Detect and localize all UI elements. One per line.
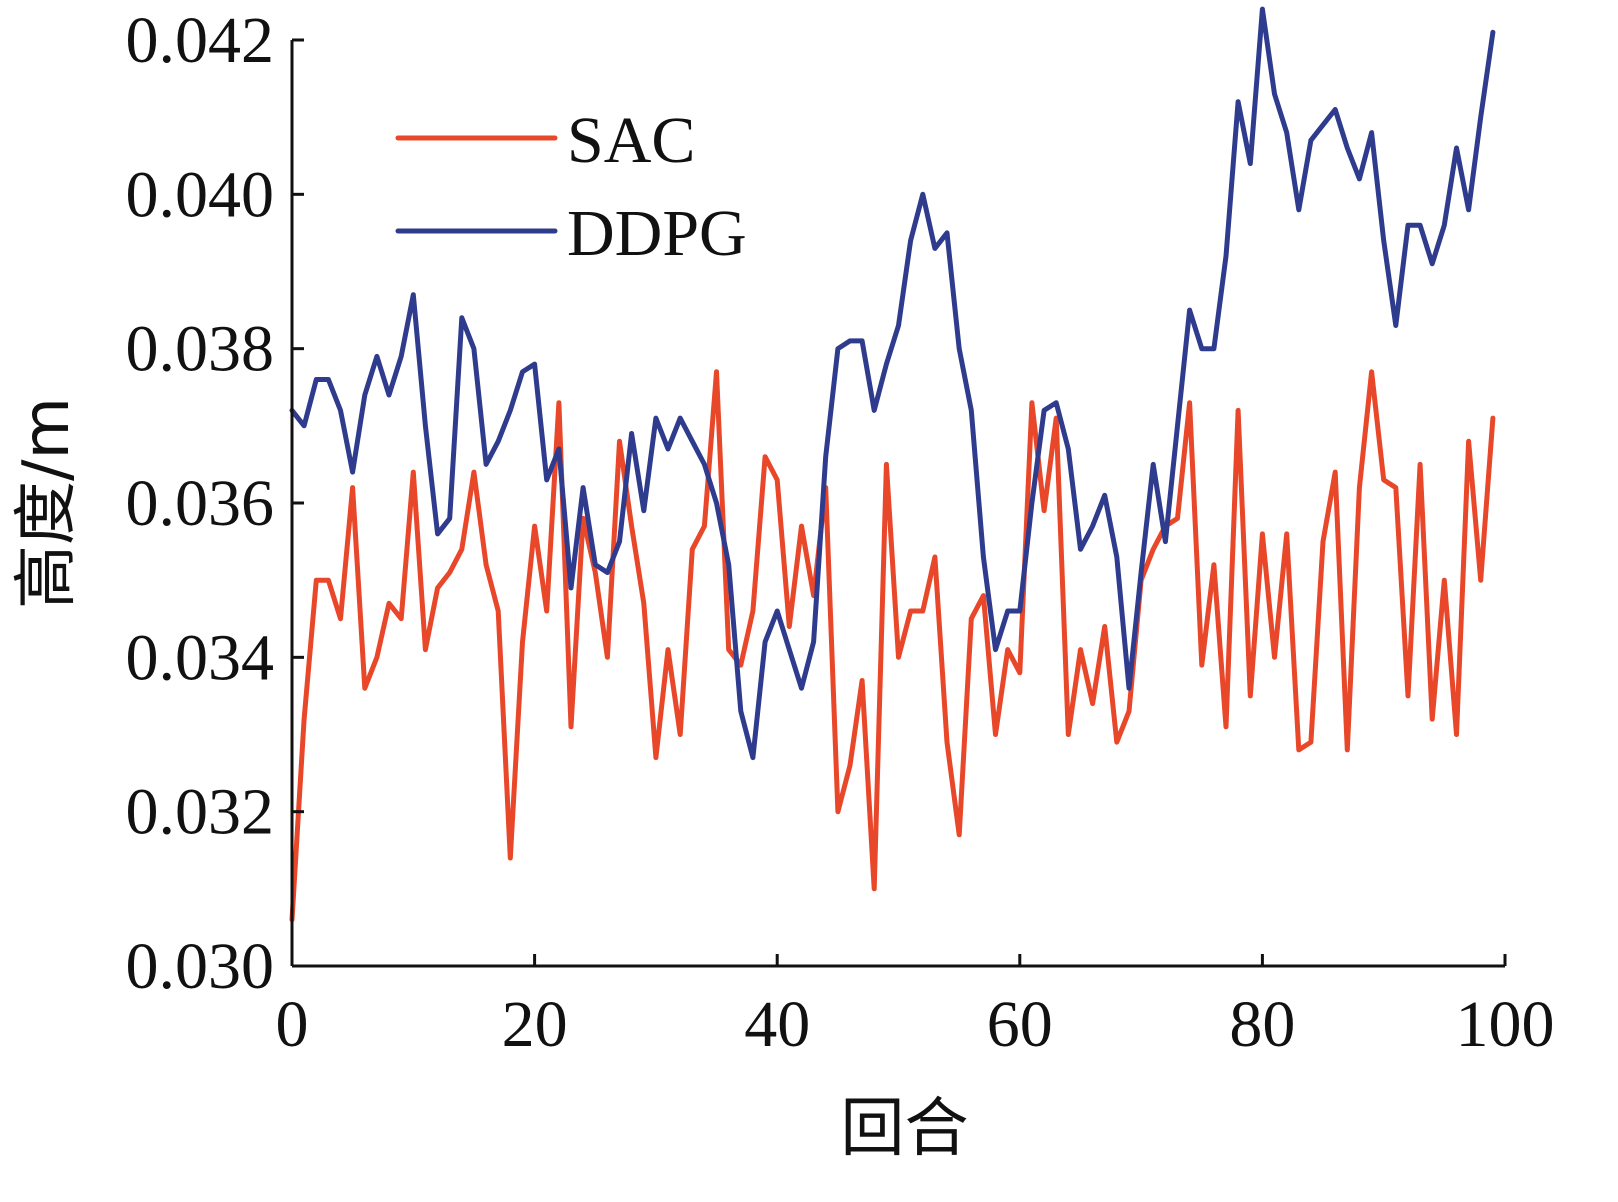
x-tick-label: 80	[1229, 988, 1295, 1061]
ticks: 0 20 40 60 80 100 0.030 0.032 0.034 0.036 0.038 0.0…	[126, 4, 1555, 1061]
y-tick-label: 0.036	[126, 467, 275, 540]
y-tick-label: 0.042	[126, 4, 275, 77]
legend-label-sac: SAC	[567, 104, 695, 177]
series-layer	[289, 6, 1496, 923]
y-tick-label: 0.030	[126, 930, 275, 1003]
x-tick-label: 40	[744, 988, 810, 1061]
y-tick-label: 0.034	[126, 621, 275, 694]
legend: SAC DDPG	[395, 104, 747, 270]
series-line-ddpg	[289, 6, 1496, 761]
series-line-sac	[289, 369, 1496, 923]
legend-label-ddpg: DDPG	[567, 197, 747, 270]
x-tick-label: 0	[276, 988, 309, 1061]
x-tick-label: 20	[502, 988, 568, 1061]
y-tick-label: 0.040	[126, 158, 275, 231]
axes	[290, 40, 1505, 968]
x-tick-label: 100	[1456, 988, 1555, 1061]
x-axis-title: 回合	[841, 1092, 969, 1166]
y-tick-label: 0.032	[126, 776, 275, 849]
y-tick-label: 0.038	[126, 313, 275, 386]
x-tick-label: 60	[987, 988, 1053, 1061]
y-axis-title: 高度/m	[10, 397, 84, 609]
